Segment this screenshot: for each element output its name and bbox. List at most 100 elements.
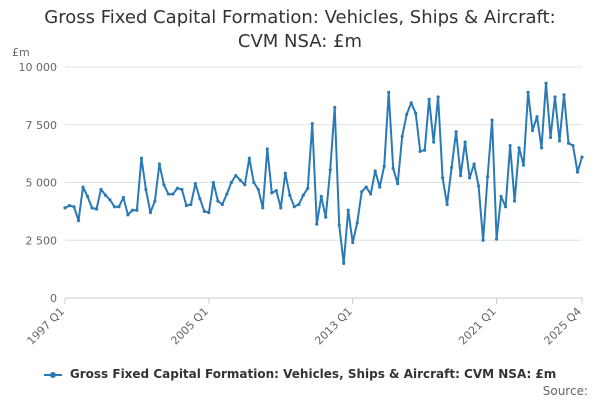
data-point xyxy=(557,139,562,143)
data-point xyxy=(450,165,454,170)
data-point xyxy=(180,187,184,192)
y-axis-unit-label: £m xyxy=(12,46,30,59)
data-point xyxy=(297,202,301,207)
data-point xyxy=(436,95,440,99)
data-point xyxy=(400,134,404,138)
data-point xyxy=(225,192,229,196)
data-point xyxy=(229,180,233,185)
data-point xyxy=(306,186,310,190)
data-point xyxy=(360,190,364,194)
data-point xyxy=(535,115,539,119)
data-point xyxy=(310,121,314,126)
data-point xyxy=(216,199,220,203)
data-point xyxy=(355,221,359,225)
data-point xyxy=(279,206,283,210)
data-point xyxy=(454,130,458,134)
data-point xyxy=(189,202,193,207)
data-point xyxy=(153,199,157,203)
data-point xyxy=(166,192,170,196)
data-point xyxy=(184,204,188,208)
data-point xyxy=(265,147,269,151)
data-point xyxy=(292,205,296,209)
data-point xyxy=(112,205,117,209)
data-point xyxy=(378,185,382,189)
data-point xyxy=(472,162,476,166)
data-point xyxy=(414,111,418,115)
data-point xyxy=(490,118,494,122)
data-point xyxy=(369,192,373,196)
x-tick-label: 2013 Q1 xyxy=(312,305,355,348)
data-point xyxy=(405,112,409,116)
data-point xyxy=(423,148,427,152)
data-point xyxy=(337,223,341,227)
data-point xyxy=(409,101,413,105)
data-point xyxy=(202,209,206,213)
data-point xyxy=(121,195,126,200)
legend-series-label: Gross Fixed Capital Formation: Vehicles,… xyxy=(69,367,557,381)
data-point xyxy=(256,187,260,192)
data-point xyxy=(117,205,121,209)
data-point xyxy=(508,143,512,148)
data-point xyxy=(364,185,368,189)
data-point xyxy=(441,176,445,180)
x-tick-label: 2025 Q4 xyxy=(542,305,585,348)
data-point xyxy=(126,213,130,217)
data-point xyxy=(544,81,548,85)
data-point xyxy=(342,261,346,265)
data-point xyxy=(139,156,144,160)
data-point xyxy=(468,176,472,180)
data-point xyxy=(463,140,467,144)
data-point xyxy=(391,167,395,171)
y-tick-label: 10 000 xyxy=(19,61,58,74)
data-point xyxy=(526,90,530,95)
data-point xyxy=(418,149,422,153)
data-point xyxy=(81,185,85,189)
data-point xyxy=(328,168,332,172)
x-tick-label: 1997 Q1 xyxy=(25,305,68,348)
data-point xyxy=(234,173,238,178)
data-point xyxy=(130,208,135,212)
chart-legend[interactable]: Gross Fixed Capital Formation: Vehicles,… xyxy=(0,367,600,381)
data-point xyxy=(252,180,256,185)
data-point xyxy=(283,171,287,175)
data-point xyxy=(562,93,566,97)
data-point xyxy=(274,188,278,193)
data-point xyxy=(76,219,81,223)
data-point xyxy=(517,146,521,150)
data-point xyxy=(301,193,305,197)
data-point xyxy=(459,173,463,178)
data-point xyxy=(503,205,508,209)
data-point xyxy=(477,184,481,188)
data-point xyxy=(427,97,431,101)
data-point xyxy=(94,207,99,211)
y-tick-label: 7 500 xyxy=(26,119,58,132)
data-point xyxy=(530,128,535,133)
data-point xyxy=(512,199,517,203)
data-point xyxy=(580,155,584,159)
data-point xyxy=(72,205,76,209)
data-point xyxy=(103,193,108,197)
data-point xyxy=(135,208,139,212)
source-label: Source: xyxy=(542,384,588,398)
data-point xyxy=(85,194,90,198)
chart-title-line-2: CVM NSA: £m xyxy=(237,31,363,52)
chart-title: Gross Fixed Capital Formation: Vehicles,… xyxy=(0,6,600,54)
data-point xyxy=(351,240,355,245)
data-point xyxy=(571,143,575,148)
data-point xyxy=(99,187,103,192)
data-point xyxy=(108,198,112,202)
data-point xyxy=(220,202,224,207)
data-point xyxy=(485,175,490,179)
data-point xyxy=(499,194,503,198)
data-point xyxy=(261,206,265,210)
data-point xyxy=(243,183,247,187)
data-point xyxy=(198,197,202,201)
data-point xyxy=(288,193,292,197)
data-point xyxy=(315,222,319,226)
data-point xyxy=(396,182,400,186)
data-point xyxy=(157,162,162,166)
data-point xyxy=(346,208,350,212)
x-tick-label: 2005 Q1 xyxy=(168,305,211,348)
y-tick-label: 0 xyxy=(50,292,57,305)
